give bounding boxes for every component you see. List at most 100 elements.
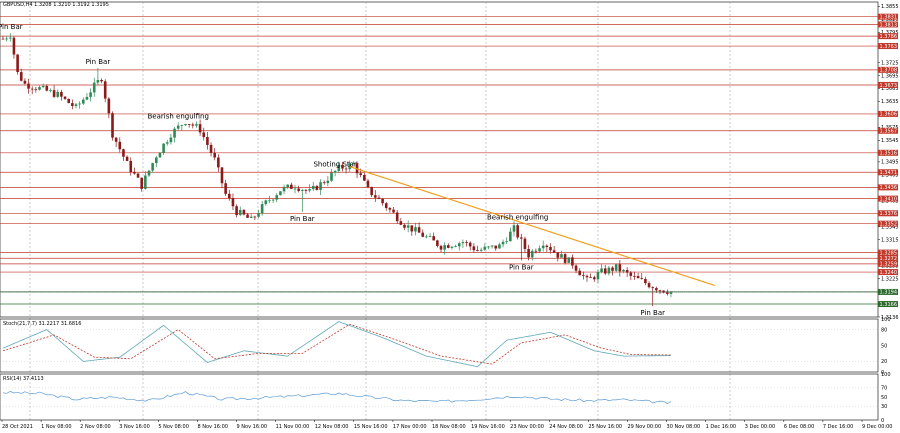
stoch-axis-label: 100 — [881, 317, 891, 323]
candle-body — [290, 184, 293, 189]
candle-body — [100, 80, 103, 82]
level-label-box — [878, 195, 898, 202]
level-label-box — [878, 127, 898, 134]
support-label-box — [878, 301, 898, 308]
candle-body — [622, 270, 625, 272]
candle-body — [155, 157, 158, 164]
candle-body — [574, 265, 578, 271]
candle-body — [618, 264, 622, 272]
support-label-box — [878, 288, 898, 295]
level-label: 1.3259 — [880, 262, 898, 268]
pattern-annotation: Pin Bar — [509, 263, 534, 271]
rsi-header: RSI(14) 37.4113 — [3, 376, 44, 382]
level-label-box — [878, 33, 898, 40]
candle-body — [176, 125, 180, 129]
candle-body — [425, 236, 428, 238]
candle-body — [220, 167, 224, 184]
level-label: 1.3606 — [880, 112, 898, 118]
rsi-axis-label: 30 — [881, 404, 887, 410]
rsi-panel[interactable]: 100 70 50 30 0 — [0, 372, 891, 424]
price-tick-label: 1.3136 — [881, 315, 899, 321]
candle-body — [63, 96, 67, 99]
candles-group — [1, 33, 673, 307]
time-label: 5 Nov 08:00 — [158, 424, 189, 430]
time-label: 17 Nov 00:00 — [393, 424, 427, 430]
candle-body — [611, 267, 614, 271]
main-panel-border — [0, 1, 879, 318]
level-label: 1.3436 — [880, 185, 898, 191]
candle-body — [114, 137, 118, 142]
candle-body — [450, 246, 454, 248]
candle-body — [494, 245, 498, 249]
stoch-axis-label: 50 — [881, 343, 887, 349]
candle-body — [304, 190, 308, 191]
stoch-signal-line — [2, 323, 671, 365]
candle-body — [144, 175, 147, 189]
candle-body — [582, 275, 585, 277]
candle-body — [326, 180, 330, 184]
time-label: 3 Dec 00:00 — [745, 424, 775, 430]
candle-body — [625, 270, 629, 273]
candle-body — [78, 103, 81, 105]
candle-body — [410, 225, 414, 232]
candle-body — [60, 91, 63, 97]
candle-body — [512, 225, 516, 232]
stochastic-panel[interactable]: 100 80 50 20 0 — [0, 317, 891, 376]
price-tick-label: 1.3665 — [881, 86, 899, 92]
candle-body — [505, 241, 508, 243]
candle-body — [465, 242, 468, 243]
candle-body — [158, 152, 162, 158]
candle-body — [311, 185, 315, 190]
candle-body — [293, 188, 297, 190]
level-label-box — [878, 269, 898, 276]
candle-body — [253, 216, 257, 218]
price-tick-label: 1.3495 — [881, 160, 899, 166]
candle-body — [45, 85, 49, 91]
candle-body — [41, 85, 45, 88]
candle-body — [472, 246, 476, 251]
candle-body — [103, 81, 107, 99]
level-label: 1.3708 — [880, 68, 898, 74]
time-label: 8 Nov 16:00 — [197, 424, 228, 430]
pattern-annotation: Bearish engulfing — [487, 214, 548, 222]
level-label-box — [878, 43, 898, 50]
candle-body — [487, 246, 490, 248]
candle-body — [461, 242, 465, 244]
candle-body — [417, 227, 421, 233]
candle-body — [173, 128, 176, 138]
pattern-annotation: Shoting Star — [313, 160, 356, 168]
candle-body — [366, 180, 370, 187]
candle-body — [556, 252, 560, 258]
stoch-header: Stoch(21,7,7) 31.2217 31.6816 — [3, 321, 81, 327]
candle-body — [341, 164, 344, 169]
time-label: 15 Nov 16:00 — [354, 424, 388, 430]
candle-body — [85, 96, 89, 100]
candle-body — [552, 250, 556, 253]
candle-body — [585, 275, 589, 278]
candle-body — [140, 177, 143, 189]
candle-body — [516, 225, 519, 238]
main-price-panel[interactable]: 1.38551.38251.37951.37651.37251.36951.36… — [0, 1, 899, 420]
candle-body — [246, 214, 249, 218]
candle-body — [501, 241, 505, 245]
candle-body — [92, 82, 96, 93]
candle-body — [589, 277, 592, 279]
candle-body — [640, 278, 644, 280]
price-tick-label: 1.3225 — [881, 276, 899, 282]
level-label: 1.3471 — [880, 170, 898, 176]
pattern-annotation: Pin Bar — [290, 215, 315, 223]
candle-body — [12, 37, 16, 55]
time-label: 29 Nov 00:00 — [627, 424, 661, 430]
candle-body — [224, 183, 227, 194]
candle-body — [231, 198, 235, 207]
candle-body — [596, 272, 600, 280]
candle-body — [107, 98, 111, 114]
candle-body — [392, 209, 395, 213]
candle-body — [443, 245, 446, 250]
candle-body — [498, 244, 501, 249]
candle-body — [125, 156, 129, 161]
candle-body — [560, 254, 563, 258]
candle-body — [399, 221, 403, 225]
